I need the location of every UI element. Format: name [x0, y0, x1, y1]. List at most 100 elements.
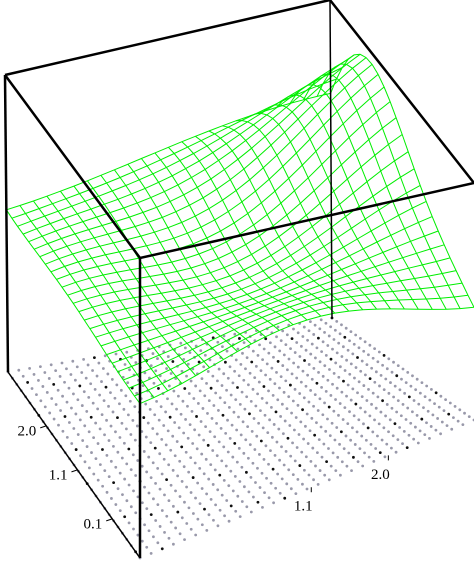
- floor-dot: [292, 361, 296, 365]
- floor-dot: [321, 340, 325, 344]
- floor-dot: [344, 326, 348, 330]
- floor-dot: [292, 327, 295, 331]
- floor-dot: [439, 394, 443, 398]
- floor-dot: [426, 409, 430, 413]
- floor-dot: [273, 382, 277, 386]
- floor-dot: [354, 366, 358, 369]
- floor-dot: [250, 360, 254, 364]
- floor-dot: [323, 364, 327, 368]
- floor-dot: [307, 400, 311, 404]
- floor-dot: [348, 410, 351, 414]
- floor-dot: [293, 387, 297, 391]
- surface-mesh: [5, 53, 474, 405]
- floor-dot: [173, 454, 177, 458]
- floor-dot: [431, 413, 435, 417]
- floor-dot: [87, 396, 91, 399]
- floor-dot: [169, 483, 173, 487]
- floor-dot: [380, 438, 384, 442]
- floor-dot: [313, 393, 317, 396]
- floor-dot: [131, 419, 135, 422]
- floor-dot: [43, 405, 47, 409]
- floor-dot: [367, 455, 371, 459]
- floor-dot: [169, 372, 173, 375]
- floor-dot: [226, 376, 230, 380]
- floor-dot: [269, 481, 273, 485]
- floor-dot: [370, 366, 374, 370]
- floor-dot: [56, 388, 60, 392]
- floor-dot: [229, 504, 233, 508]
- floor-dot: [359, 337, 362, 340]
- floor-dot: [237, 374, 241, 378]
- floor-dot: [173, 421, 177, 424]
- floor-dot: [271, 467, 275, 471]
- floor-dot: [296, 403, 300, 407]
- floor-dot: [118, 436, 122, 439]
- floor-dot: [63, 415, 67, 418]
- floor-dot: [230, 423, 234, 427]
- floor-dot: [338, 332, 342, 336]
- floor-dot: [429, 425, 433, 428]
- floor-dot: [222, 372, 226, 376]
- floor-dot: [207, 513, 211, 517]
- floor-dot: [123, 363, 127, 366]
- floor-dot: [50, 397, 54, 400]
- floor-dot: [147, 529, 151, 533]
- floor-dot: [243, 407, 247, 411]
- floor-dot: [120, 456, 124, 460]
- floor-dot: [232, 410, 236, 414]
- floor-dot: [156, 541, 160, 545]
- floor-dot: [349, 362, 353, 366]
- floor-dot: [434, 428, 438, 432]
- floor-dot: [196, 402, 200, 405]
- floor-dot: [182, 431, 186, 435]
- floor-dot: [93, 356, 96, 359]
- floor-dot: [200, 487, 204, 490]
- floor-dot: [245, 470, 248, 474]
- floor-dot: [239, 433, 243, 437]
- floor-dot: [409, 384, 413, 388]
- floor-dot: [306, 442, 310, 445]
- floor-dot: [398, 426, 402, 429]
- floor-dot: [248, 371, 252, 375]
- floor-dot: [332, 409, 336, 413]
- floor-dot: [272, 423, 276, 426]
- floor-dot: [315, 421, 318, 425]
- floor-dot: [416, 441, 420, 445]
- floor-dot: [337, 375, 341, 379]
- floor-dot: [296, 365, 300, 369]
- floor-dot: [216, 340, 220, 344]
- floor-dot: [382, 426, 386, 430]
- floor-dot: [91, 369, 94, 372]
- floor-dot: [382, 354, 386, 357]
- floor-dot: [116, 487, 120, 491]
- floor-dot: [156, 466, 160, 470]
- floor-dot: [345, 464, 349, 468]
- floor-dot: [275, 335, 278, 339]
- floor-dot: [225, 349, 229, 353]
- floor-dot: [335, 426, 339, 429]
- floor-dot: [149, 476, 153, 480]
- floor-dot: [283, 496, 287, 500]
- floor-dot: [176, 510, 180, 514]
- floor-dot: [95, 374, 99, 378]
- floor-dot: [203, 507, 206, 511]
- floor-dot: [339, 473, 342, 477]
- floor-dot: [448, 401, 452, 405]
- floor-dot: [272, 355, 275, 359]
- floor-dot: [78, 384, 82, 388]
- floor-dot: [149, 364, 153, 368]
- floor-dot: [353, 443, 357, 446]
- floor-dot: [72, 392, 75, 396]
- floor-dot: [178, 532, 182, 536]
- floor-dot: [136, 459, 140, 462]
- floor-dot: [155, 432, 159, 436]
- floor-dot: [364, 373, 367, 377]
- floor-dot: [224, 431, 228, 435]
- floor-dot: [316, 409, 320, 412]
- floor-dot: [228, 436, 232, 440]
- floor-dot: [193, 428, 197, 432]
- floor-dot: [30, 387, 34, 390]
- floor-dot: [224, 464, 228, 468]
- floor-dot: [250, 430, 254, 433]
